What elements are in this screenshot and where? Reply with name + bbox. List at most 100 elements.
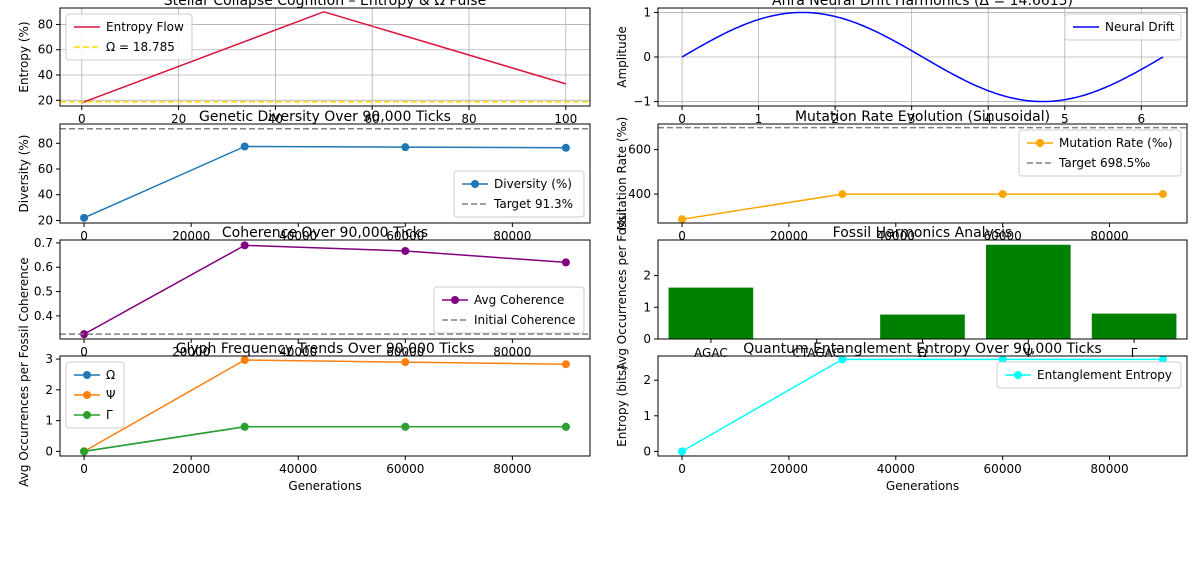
x-tick-label: 0 (78, 112, 86, 126)
x-axis-label: Generations (886, 479, 959, 493)
axes-frame (59, 239, 591, 340)
x-tick-label: 20000 (172, 462, 210, 476)
legend-label: Initial Coherence (474, 313, 575, 327)
legend: Avg Coherence Initial Coherence (433, 286, 585, 334)
plot-area (60, 128, 590, 222)
data-point (401, 246, 410, 255)
x-tick-label: Ψ (1024, 346, 1033, 360)
data-point (240, 142, 249, 151)
x-tick-label: 80 (461, 112, 476, 126)
x-tick-label: Ω (918, 346, 927, 360)
legend-marker (451, 296, 459, 304)
y-axis-label: Entropy (%) (17, 21, 31, 92)
y-tick-label: 1 (643, 5, 651, 19)
data-point (401, 358, 410, 367)
data-point (561, 143, 570, 152)
chart-title: Stellar Collapse Cognition – Entropy & Ω… (164, 0, 486, 9)
bar (985, 244, 1071, 339)
data-point (240, 241, 249, 250)
legend: Entropy Flow Ω = 18.785 (65, 13, 193, 61)
legend: Mutation Rate (‰) Target 698.5‰ (1018, 129, 1182, 177)
legend-marker (471, 180, 479, 188)
legend-label: Ω = 18.785 (106, 40, 175, 54)
axes-frame (657, 355, 1188, 457)
x-tick-label: 0 (80, 345, 88, 359)
legend-frame (996, 361, 1182, 389)
plot-area (60, 241, 590, 339)
plot-area (668, 244, 1177, 339)
x-tick-label: 20 (171, 112, 186, 126)
x-tick-label: 80000 (1090, 229, 1128, 243)
x-tick-label: AGAC (694, 346, 728, 360)
x-tick-label: 80000 (1090, 462, 1128, 476)
axes-frame (59, 123, 591, 224)
legend: Entanglement Entropy (996, 361, 1182, 389)
x-tick-label: 0 (678, 462, 686, 476)
plot-area (681, 11, 1164, 103)
x-tick-label: 1 (755, 112, 763, 126)
x-tick-label: 3 (908, 112, 916, 126)
chart-title: Ahra Neural Drift Harmonics (Δ = 14.6615… (772, 0, 1073, 9)
legend-label: Diversity (%) (494, 177, 572, 191)
chart-title: Fossil Harmonics Analysis (833, 225, 1013, 241)
legend-frame (1018, 129, 1182, 177)
y-tick-label: 0.6 (34, 260, 53, 274)
data-point (401, 422, 410, 431)
x-tick-label: 80000 (493, 229, 531, 243)
legend-marker (83, 371, 91, 379)
x-tick-label: 4 (984, 112, 992, 126)
data-point (561, 258, 570, 267)
legend-label: Entropy Flow (106, 20, 184, 34)
data-point (1158, 190, 1167, 199)
x-tick-label: 5 (1061, 112, 1069, 126)
x-tick-label: 0 (678, 229, 686, 243)
legend-label: Target 91.3% (493, 197, 573, 211)
legend-marker (83, 391, 91, 399)
y-axis-label: Diversity (%) (17, 135, 31, 213)
y-axis-label: Avg Occurrences per Fossil (615, 209, 629, 370)
data-point (998, 190, 1007, 199)
bar (880, 314, 965, 339)
chart-quantum: 0 1 2 0 20000 40000 60000 80000 Quantum Entangle… (615, 341, 1188, 493)
y-tick-label: 80 (38, 17, 53, 31)
y-tick-label: 2 (643, 269, 651, 283)
axes-frame (59, 7, 591, 107)
legend-label: Γ (106, 408, 113, 422)
legend: ΩΨΓ (65, 361, 125, 429)
legend: Diversity (%) Target 91.3% (453, 170, 585, 218)
data-point (80, 213, 89, 222)
axes-frame (657, 123, 1188, 224)
x-tick-label: 2 (831, 112, 839, 126)
y-tick-label: 0 (643, 332, 651, 346)
y-tick-label: 1 (45, 414, 53, 428)
legend-marker (83, 411, 91, 419)
y-tick-label: 40 (38, 188, 53, 202)
y-tick-label: 60 (38, 43, 53, 57)
plot-area (658, 126, 1187, 223)
data-point (561, 360, 570, 369)
y-tick-label: 60 (38, 162, 53, 176)
y-tick-label: 0.4 (34, 309, 53, 323)
chart-title: Glyph Frequency Trends Over 90,000 Ticks (176, 341, 475, 357)
legend-label: Neural Drift (1105, 20, 1175, 34)
legend-label: Target 698.5‰ (1058, 156, 1150, 170)
legend-frame (1064, 13, 1182, 41)
chart-title: Mutation Rate Evolution (Sinusoidal) (795, 109, 1050, 125)
data-point (838, 356, 847, 364)
legend-label: Entanglement Entropy (1037, 368, 1172, 382)
legend-label: Mutation Rate (‰) (1059, 136, 1173, 150)
data-point (240, 422, 249, 431)
legend-marker (1014, 371, 1022, 379)
y-tick-label: 400 (628, 187, 651, 201)
series-line (83, 426, 566, 453)
y-tick-label: 2 (643, 373, 651, 387)
chart-entropy: 20 40 60 80 0 20 40 60 80 100 Stellar Collapse Cog… (17, 0, 591, 126)
chart-title: Genetic Diversity Over 90,000 Ticks (199, 109, 451, 125)
data-point (240, 356, 249, 364)
y-tick-label: 2 (45, 383, 53, 397)
legend-frame (65, 13, 193, 61)
bar (668, 287, 754, 339)
